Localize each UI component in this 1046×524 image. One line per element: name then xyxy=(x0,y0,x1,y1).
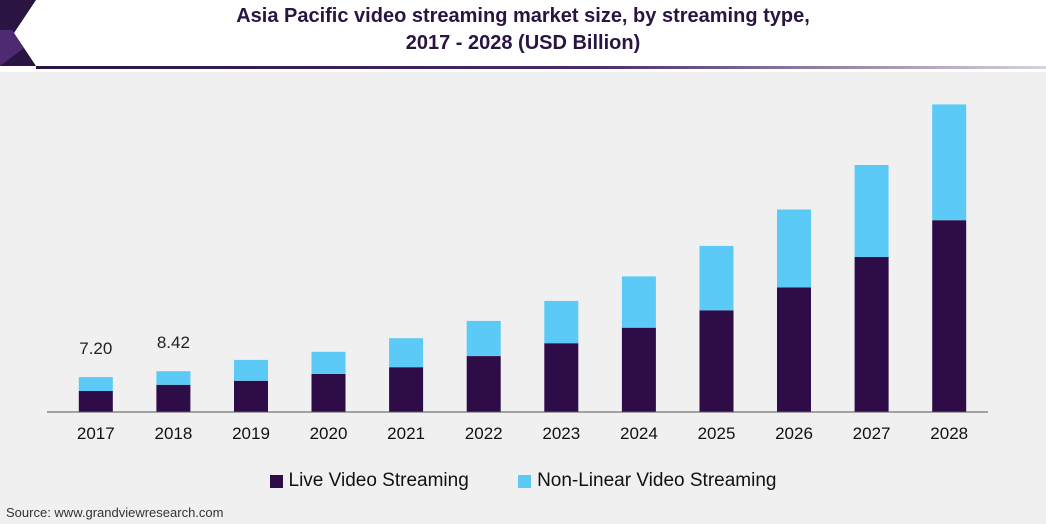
bar-nonlinear-2027 xyxy=(854,165,889,257)
bar-live-2020 xyxy=(311,373,346,412)
chart-title: Asia Pacific video streaming market size… xyxy=(0,3,1046,57)
x-tick-label-2018: 2018 xyxy=(154,424,192,443)
bar-nonlinear-2017 xyxy=(78,377,113,391)
data-label-2018: 8.42 xyxy=(157,333,190,352)
bar-nonlinear-2026 xyxy=(777,209,811,288)
chart-title-line-2: 2017 - 2028 (USD Billion) xyxy=(405,32,641,54)
bar-nonlinear-2024 xyxy=(621,276,656,328)
bar-nonlinear-2025 xyxy=(699,245,734,311)
legend-swatch-nonlinear xyxy=(518,474,532,488)
bar-nonlinear-2018 xyxy=(156,371,191,385)
x-tick-label-2028: 2028 xyxy=(930,424,968,443)
legend-item-nonlinear: Non-Linear Video Streaming xyxy=(518,470,776,492)
bar-nonlinear-2019 xyxy=(234,359,268,381)
bar-live-2028 xyxy=(932,220,967,412)
bar-nonlinear-2021 xyxy=(389,338,424,368)
bar-nonlinear-2022 xyxy=(466,320,501,356)
legend-item-live: Live Video Streaming xyxy=(269,470,469,492)
x-tick-label-2022: 2022 xyxy=(465,424,503,443)
legend-label-nonlinear: Non-Linear Video Streaming xyxy=(537,470,777,491)
x-tick-label-2023: 2023 xyxy=(542,424,580,443)
data-label-2017: 7.20 xyxy=(79,339,112,358)
chart-title-line-1: Asia Pacific video streaming market size… xyxy=(236,5,810,27)
x-tick-label-2017: 2017 xyxy=(77,424,115,443)
bar-nonlinear-2020 xyxy=(311,351,346,374)
x-tick-label-2024: 2024 xyxy=(620,424,658,443)
header-accent-shape xyxy=(0,0,36,66)
bar-nonlinear-2023 xyxy=(544,300,579,344)
bar-live-2026 xyxy=(777,287,811,412)
legend-label-live: Live Video Streaming xyxy=(288,470,469,491)
x-tick-label-2026: 2026 xyxy=(775,424,813,443)
x-tick-label-2025: 2025 xyxy=(698,424,736,443)
header-divider xyxy=(36,66,1046,69)
legend: Live Video Streaming Non-Linear Video St… xyxy=(0,470,1046,494)
bar-live-2022 xyxy=(466,356,501,412)
source-note: Source: www.grandviewresearch.com xyxy=(6,505,224,520)
x-tick-label-2021: 2021 xyxy=(387,424,425,443)
header: Asia Pacific video streaming market size… xyxy=(0,0,1046,70)
x-tick-label-2027: 2027 xyxy=(853,424,891,443)
legend-swatch-live xyxy=(269,474,283,488)
x-tick-label-2020: 2020 xyxy=(310,424,348,443)
bar-live-2021 xyxy=(389,367,424,412)
bar-nonlinear-2028 xyxy=(932,104,967,221)
bar-live-2017 xyxy=(78,391,113,412)
x-tick-label-2019: 2019 xyxy=(232,424,270,443)
bar-live-2018 xyxy=(156,384,191,412)
bar-live-2024 xyxy=(621,327,656,412)
bar-live-2019 xyxy=(234,380,268,412)
bar-live-2025 xyxy=(699,310,734,412)
bar-live-2023 xyxy=(544,343,579,412)
bar-live-2027 xyxy=(854,257,889,412)
stacked-bar-chart: 2017 2018 2019 2020 2021 2022 2023 2024 2025 2026… xyxy=(47,104,988,443)
